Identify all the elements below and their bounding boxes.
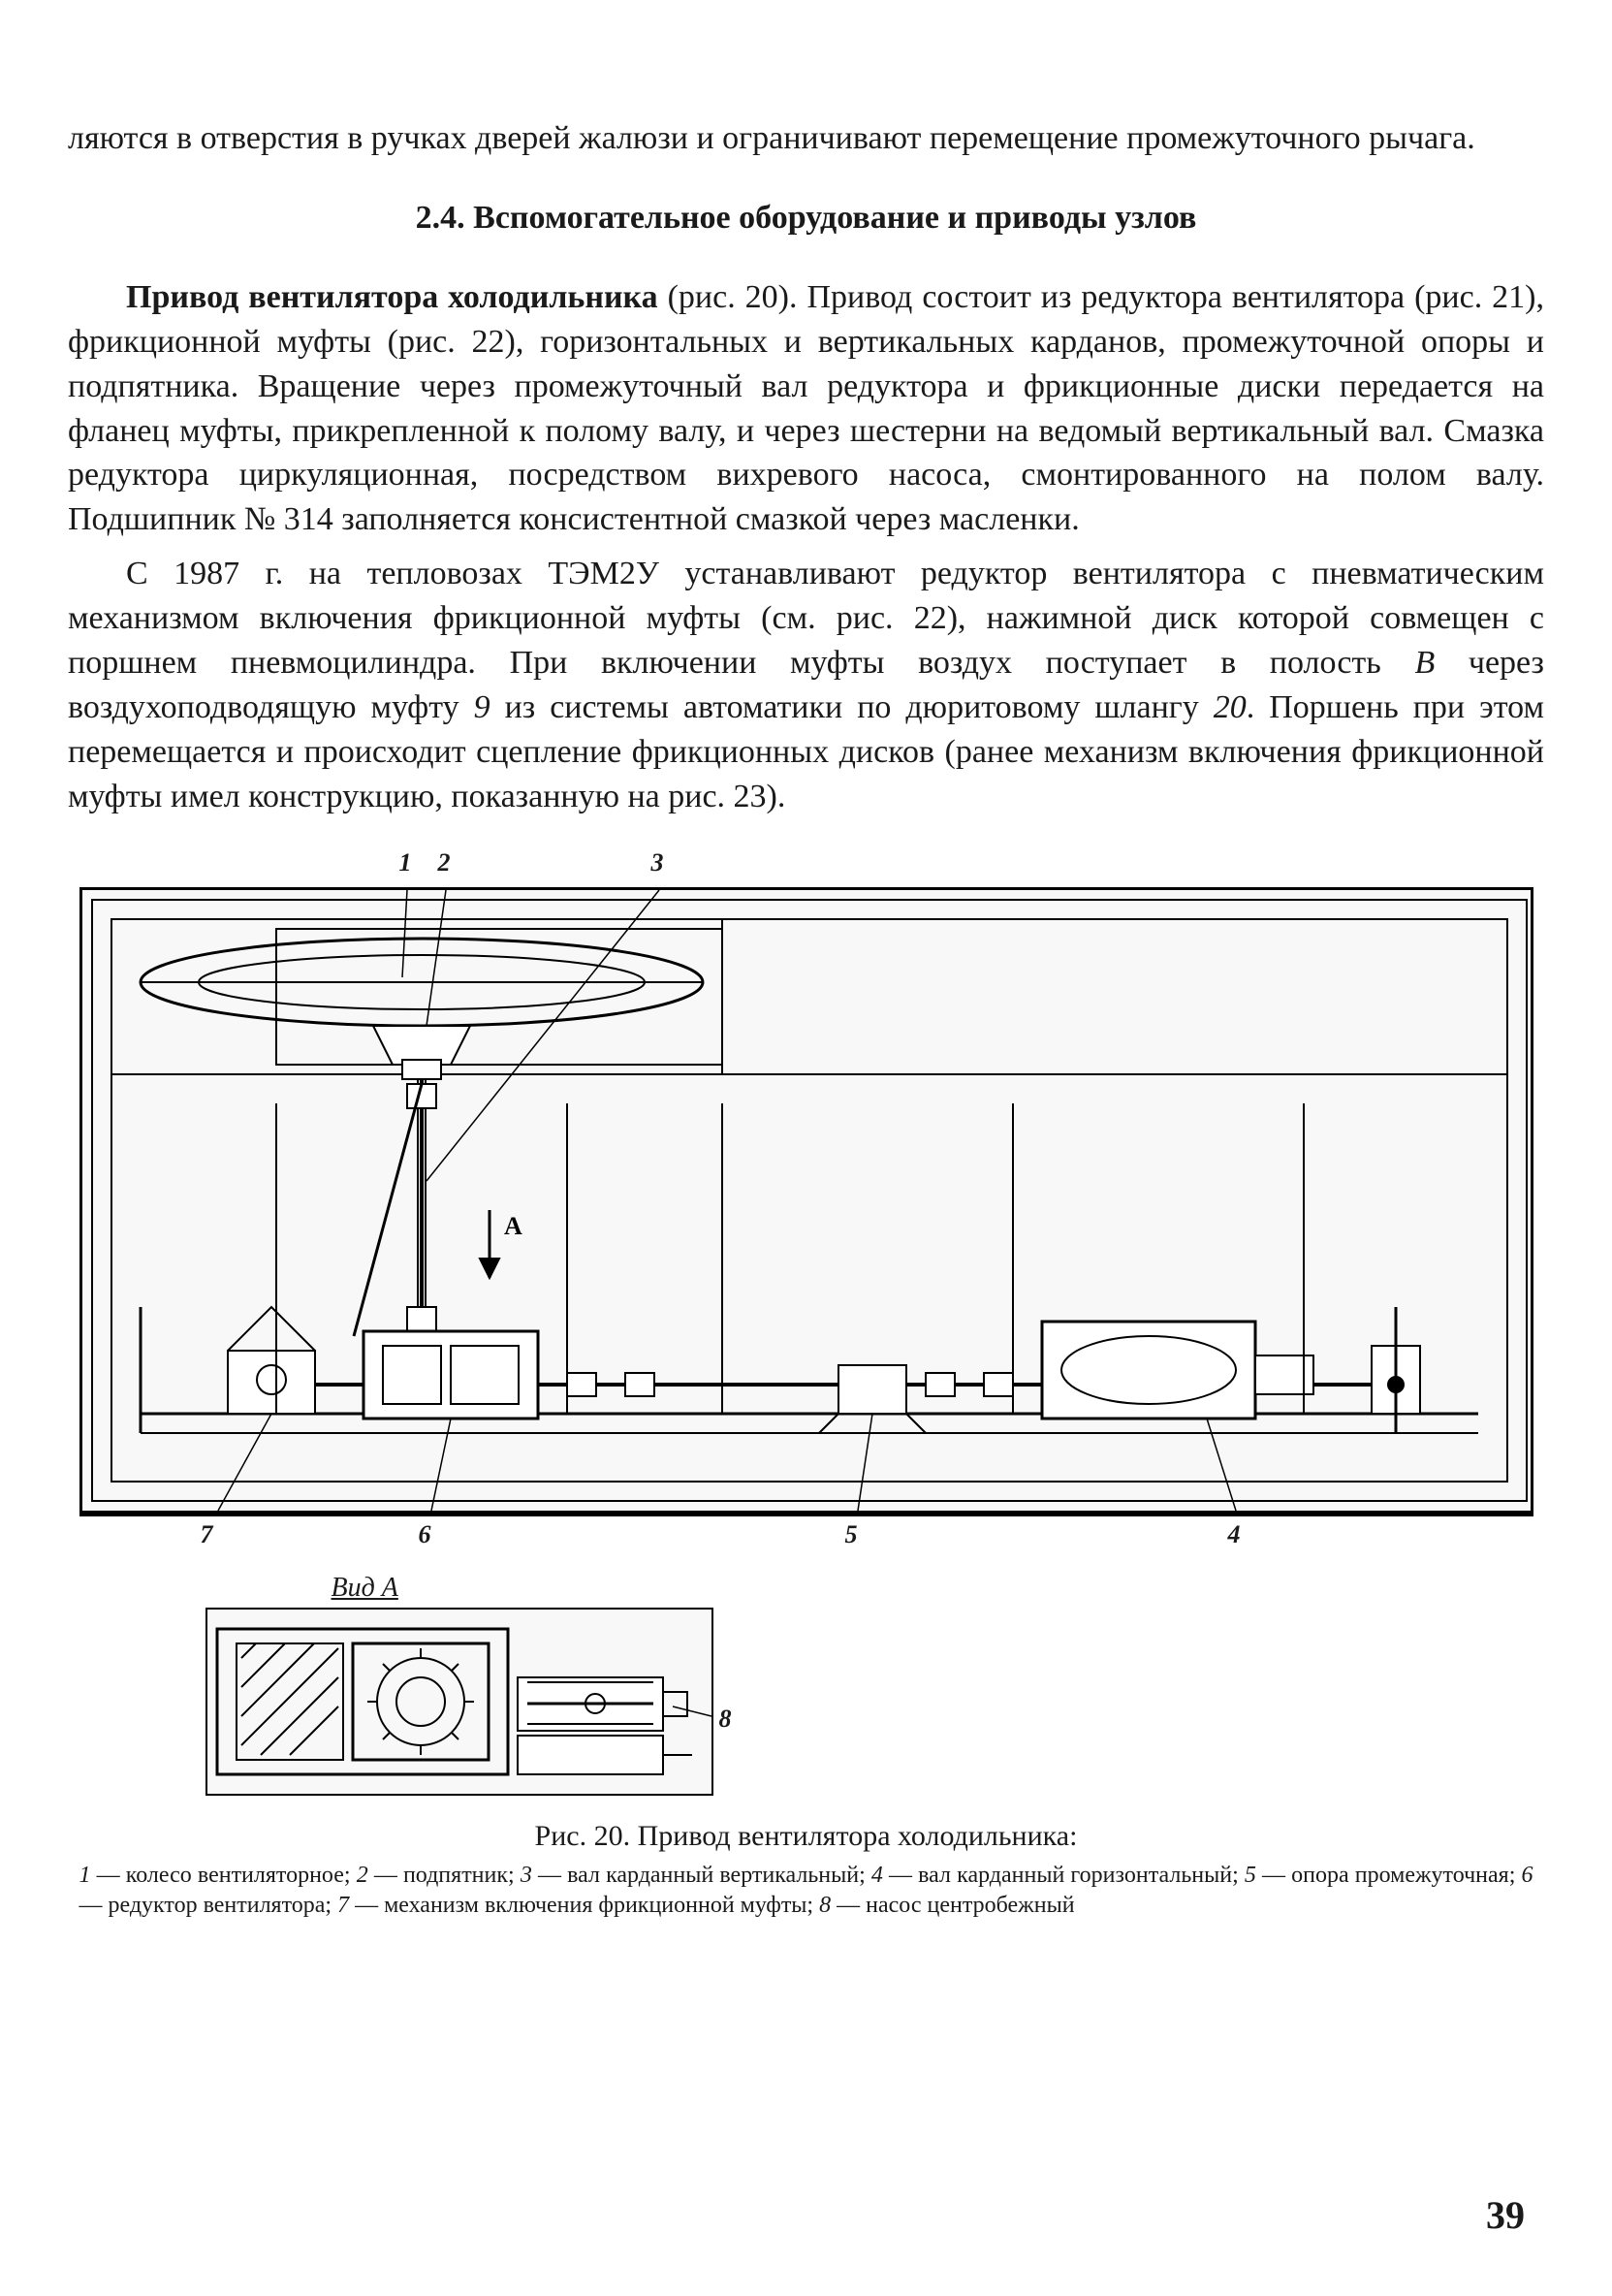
- legend-num: 5: [1245, 1863, 1256, 1888]
- callout-4: 4: [1228, 1520, 1241, 1549]
- callout-1: 1: [399, 848, 412, 877]
- legend-text: — подпятник;: [368, 1863, 521, 1888]
- legend-num: 6: [1522, 1863, 1533, 1888]
- para3-20: 20: [1214, 689, 1247, 725]
- para3-a: С 1987 г. на тепловозах ТЭМ2У устанавлив…: [68, 556, 1544, 681]
- legend-text: — колесо вентиляторное;: [91, 1863, 357, 1888]
- para3-B: В: [1414, 645, 1435, 681]
- figure-caption: Рис. 20. Привод вентилятора холодильника…: [79, 1820, 1533, 1853]
- legend-text: — вал карданный горизонтальный;: [883, 1863, 1245, 1888]
- figure-legend: 1 — колесо вентиляторное; 2 — подпятник;…: [79, 1861, 1533, 1921]
- legend-num: 1: [79, 1863, 91, 1888]
- paragraph-continued: ляются в отверстия в ручках дверей жалюз…: [68, 116, 1544, 161]
- callout-8: 8: [719, 1705, 732, 1734]
- page-number: 39: [1486, 2192, 1525, 2238]
- callout-6: 6: [419, 1520, 431, 1549]
- legend-num: 4: [871, 1863, 883, 1888]
- legend-text: — механизм включения фрикционной муфты;: [349, 1893, 819, 1918]
- legend-text: — вал карданный вертикальный;: [532, 1863, 871, 1888]
- para3-c: из системы автомати­ки по дюритовому шла…: [490, 689, 1214, 725]
- figure-main-svg: А: [82, 890, 1533, 1511]
- legend-num: 8: [819, 1893, 831, 1918]
- legend-text: — опора промежуточная;: [1256, 1863, 1522, 1888]
- callout-5: 5: [845, 1520, 858, 1549]
- callout-3: 3: [651, 848, 664, 877]
- figure-sub-view: [205, 1608, 713, 1796]
- paragraph-1987: С 1987 г. на тепловозах ТЭМ2У устанавлив…: [68, 552, 1544, 818]
- callout-7: 7: [201, 1520, 213, 1549]
- section-heading-2-4: 2.4. Вспомогательное оборудование и прив…: [68, 200, 1544, 237]
- paragraph-drive-description: Привод вентилятора холодильника (рис. 20…: [68, 275, 1544, 542]
- legend-text: — редуктор вентилятора;: [79, 1893, 338, 1918]
- callout-2: 2: [438, 848, 451, 877]
- para2-lead: Привод вентилятора холодильника: [126, 279, 658, 315]
- arrow-A-inline: А: [504, 1212, 522, 1240]
- legend-num: 7: [337, 1893, 349, 1918]
- para2-rest: (рис. 20). Привод состоит из редуктора в…: [68, 279, 1544, 537]
- legend-text: — насос центробежный: [831, 1893, 1074, 1918]
- figure-sub-svg: [207, 1610, 711, 1794]
- para3-9: 9: [474, 689, 490, 725]
- legend-num: 2: [357, 1863, 368, 1888]
- subview-label: Вид А: [332, 1573, 1533, 1604]
- figure-main-view: А: [79, 887, 1533, 1516]
- legend-num: 3: [521, 1863, 532, 1888]
- figure-20: 1 2 3: [79, 848, 1533, 1921]
